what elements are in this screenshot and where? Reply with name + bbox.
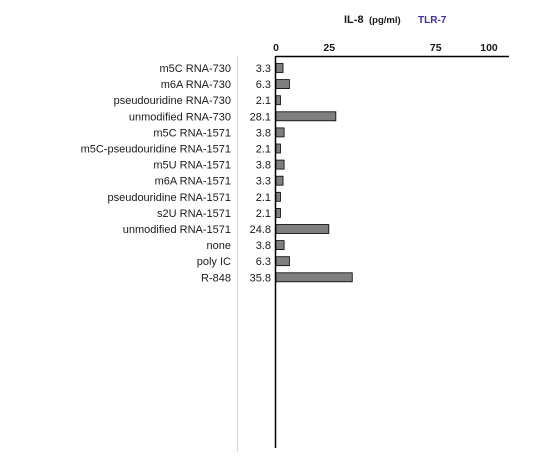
x-tick-label: 0 <box>273 42 279 54</box>
category-label: m5U RNA-1571 <box>153 160 231 172</box>
category-label: R-848 <box>201 272 231 284</box>
bar <box>275 175 284 186</box>
bar <box>275 111 337 122</box>
category-label: m6A RNA-1571 <box>155 176 231 188</box>
bar <box>275 256 290 267</box>
chart-title: IL-8 <box>344 14 364 26</box>
bar <box>275 272 353 283</box>
x-tick-label: 100 <box>480 42 498 54</box>
bar <box>275 63 284 73</box>
bar-value-label: 3.3 <box>256 176 271 188</box>
category-label: pseudouridine RNA-1571 <box>107 192 231 204</box>
bar <box>275 191 281 202</box>
bar-value-label: 3.8 <box>256 240 271 252</box>
category-label: unmodified RNA-1571 <box>123 224 231 236</box>
category-label: s2U RNA-1571 <box>157 208 231 220</box>
chart-subtitle: TLR-7 <box>418 15 447 26</box>
bar <box>275 240 285 251</box>
bar-value-label: 3.8 <box>256 160 271 172</box>
category-label: m6A RNA-730 <box>161 79 231 91</box>
x-axis-ticks: 0 25 75 100 <box>273 42 498 54</box>
bar-value-label: 24.8 <box>250 224 271 236</box>
bar <box>275 207 281 218</box>
bar <box>275 127 285 138</box>
bar-value-label: 3.3 <box>256 63 271 75</box>
bar <box>275 143 281 154</box>
bar <box>275 159 285 170</box>
chart-title-unit: (pg/ml) <box>369 15 401 26</box>
bar <box>275 79 290 89</box>
category-label: unmodified RNA-730 <box>129 111 231 123</box>
category-label: m5C RNA-1571 <box>153 127 231 139</box>
bar <box>275 95 281 106</box>
bar-value-label: 2.1 <box>256 192 271 204</box>
bar-value-label: 3.8 <box>256 127 271 139</box>
bar-value-label: 6.3 <box>256 256 271 268</box>
bar-value-label: 2.1 <box>256 95 271 107</box>
category-label: none <box>207 240 231 252</box>
bar-value-label: 35.8 <box>250 272 271 284</box>
x-tick-label: 75 <box>430 42 442 54</box>
bar-value-label: 6.3 <box>256 79 271 91</box>
category-label: poly IC <box>197 256 231 268</box>
bar <box>275 224 330 234</box>
category-labels: m5C RNA-730 m6A RNA-730 pseudouridine RNA-… <box>81 63 231 284</box>
x-tick-label: 25 <box>323 42 335 54</box>
bar-value-label: 28.1 <box>250 111 271 123</box>
category-label: m5C-pseudouridine RNA-1571 <box>81 144 231 156</box>
category-label: m5C RNA-730 <box>159 63 231 75</box>
bars <box>275 63 353 283</box>
category-label: pseudouridine RNA-730 <box>114 95 231 107</box>
bar-value-label: 2.1 <box>256 208 271 220</box>
bar-value-label: 2.1 <box>256 144 271 156</box>
value-labels: 3.3 6.3 2.1 28.1 3.8 2.1 3.8 3.3 2.1 2.1 24.8 3.8 6.… <box>250 63 271 284</box>
